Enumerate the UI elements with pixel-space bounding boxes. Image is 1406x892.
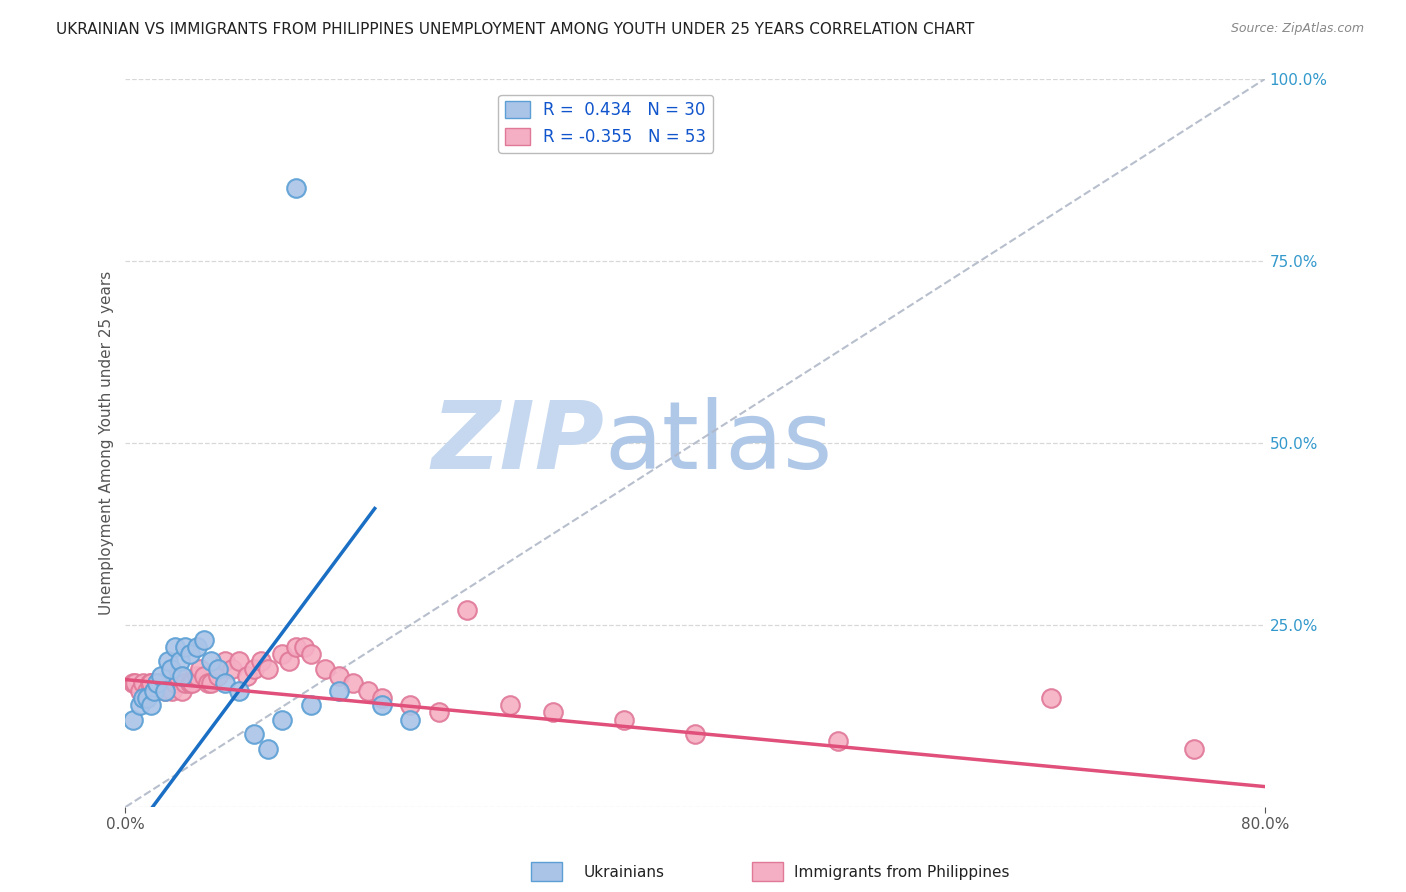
Point bbox=[142, 683, 165, 698]
Point bbox=[121, 676, 143, 690]
Point bbox=[427, 706, 450, 720]
Point bbox=[271, 647, 294, 661]
Point bbox=[181, 676, 204, 690]
Y-axis label: Unemployment Among Youth under 25 years: Unemployment Among Youth under 25 years bbox=[100, 271, 114, 615]
Point bbox=[683, 727, 706, 741]
Point bbox=[193, 669, 215, 683]
Point bbox=[499, 698, 522, 712]
Text: UKRAINIAN VS IMMIGRANTS FROM PHILIPPINES UNEMPLOYMENT AMONG YOUTH UNDER 25 YEARS: UKRAINIAN VS IMMIGRANTS FROM PHILIPPINES… bbox=[56, 22, 974, 37]
Point bbox=[179, 676, 201, 690]
Point bbox=[214, 676, 236, 690]
Text: Ukrainians: Ukrainians bbox=[583, 865, 665, 880]
Point bbox=[328, 683, 350, 698]
Point bbox=[314, 662, 336, 676]
Point bbox=[157, 676, 180, 690]
Text: Source: ZipAtlas.com: Source: ZipAtlas.com bbox=[1230, 22, 1364, 36]
Point bbox=[257, 741, 280, 756]
Point bbox=[197, 676, 219, 690]
Point bbox=[342, 676, 364, 690]
Point bbox=[131, 690, 153, 705]
Point bbox=[142, 683, 165, 698]
Point bbox=[128, 683, 150, 698]
Point bbox=[169, 654, 191, 668]
Point bbox=[399, 698, 422, 712]
Point bbox=[200, 676, 222, 690]
Point bbox=[150, 669, 173, 683]
Point bbox=[271, 713, 294, 727]
Point bbox=[146, 676, 169, 690]
Point bbox=[228, 683, 250, 698]
Point bbox=[139, 676, 162, 690]
Point bbox=[193, 632, 215, 647]
Point bbox=[299, 698, 322, 712]
Point bbox=[613, 713, 636, 727]
Point bbox=[541, 706, 564, 720]
Point bbox=[207, 669, 229, 683]
Point bbox=[827, 734, 849, 748]
Point bbox=[228, 654, 250, 668]
Point bbox=[356, 683, 378, 698]
Point bbox=[242, 662, 264, 676]
Point bbox=[371, 690, 394, 705]
Point bbox=[399, 713, 422, 727]
Point bbox=[285, 181, 308, 195]
Point bbox=[328, 669, 350, 683]
Point bbox=[150, 676, 173, 690]
Point bbox=[235, 669, 257, 683]
Point bbox=[162, 683, 184, 698]
Point bbox=[249, 654, 271, 668]
Point bbox=[174, 640, 197, 654]
Point bbox=[1182, 741, 1205, 756]
Point bbox=[1040, 690, 1063, 705]
Point bbox=[146, 676, 169, 690]
Point bbox=[174, 676, 197, 690]
Text: Immigrants from Philippines: Immigrants from Philippines bbox=[794, 865, 1010, 880]
Point bbox=[292, 640, 315, 654]
Point bbox=[165, 676, 187, 690]
Point bbox=[188, 662, 211, 676]
Point bbox=[200, 654, 222, 668]
Point bbox=[172, 683, 194, 698]
Point bbox=[157, 654, 180, 668]
Point bbox=[214, 654, 236, 668]
Text: atlas: atlas bbox=[605, 397, 832, 489]
Point bbox=[278, 654, 301, 668]
Point bbox=[155, 683, 177, 698]
Point bbox=[121, 713, 143, 727]
Point bbox=[285, 640, 308, 654]
Point bbox=[299, 647, 322, 661]
Point bbox=[135, 690, 157, 705]
Point bbox=[124, 676, 146, 690]
Point bbox=[179, 647, 201, 661]
Point bbox=[257, 662, 280, 676]
Text: ZIP: ZIP bbox=[432, 397, 605, 489]
Point bbox=[138, 676, 160, 690]
Point bbox=[242, 727, 264, 741]
Point bbox=[207, 662, 229, 676]
Point bbox=[160, 676, 183, 690]
Point bbox=[221, 662, 243, 676]
Legend: R =  0.434   N = 30, R = -0.355   N = 53: R = 0.434 N = 30, R = -0.355 N = 53 bbox=[498, 95, 713, 153]
Point bbox=[155, 683, 177, 698]
Point bbox=[135, 683, 157, 698]
Point bbox=[186, 669, 208, 683]
Point bbox=[167, 669, 190, 683]
Point bbox=[160, 662, 183, 676]
Point bbox=[186, 640, 208, 654]
Point bbox=[128, 698, 150, 712]
Point bbox=[371, 698, 394, 712]
Point bbox=[139, 698, 162, 712]
Point bbox=[131, 676, 153, 690]
Point bbox=[456, 603, 478, 617]
Point bbox=[165, 640, 187, 654]
Point bbox=[172, 669, 194, 683]
